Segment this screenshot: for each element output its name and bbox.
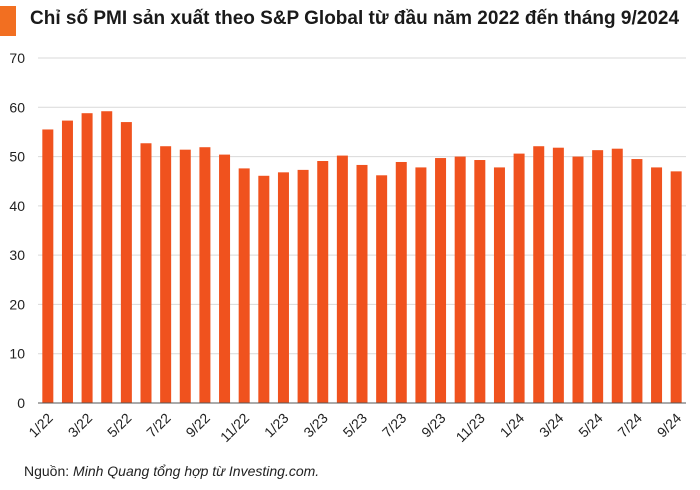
x-tick-label: 7/24 — [614, 410, 645, 441]
bar-3-24 — [552, 147, 564, 403]
bar-2-23 — [297, 169, 309, 403]
x-tick-label: 11/23 — [453, 410, 489, 446]
bar-9-22 — [199, 147, 211, 403]
bar-10-23 — [454, 156, 466, 403]
title-bar: Chỉ số PMI sản xuất theo S&P Global từ đ… — [0, 2, 700, 40]
x-tick-label: 9/23 — [418, 410, 449, 441]
bar-8-23 — [415, 167, 427, 403]
x-tick-label: 11/22 — [217, 410, 253, 446]
x-tick-label: 5/22 — [104, 410, 135, 441]
bar-4-23 — [336, 155, 348, 403]
x-tick-label: 1/23 — [261, 410, 292, 441]
y-tick-label: 30 — [9, 247, 25, 263]
bar-9-24 — [670, 171, 682, 403]
bar-5-23 — [356, 164, 368, 403]
x-tick-label: 1/22 — [25, 410, 56, 441]
y-tick-label: 70 — [9, 50, 25, 66]
y-tick-label: 10 — [9, 346, 25, 362]
y-tick-label: 20 — [9, 296, 25, 312]
x-tick-label: 5/24 — [575, 410, 606, 441]
y-tick-label: 60 — [9, 99, 25, 115]
bar-7-24 — [631, 159, 643, 403]
bar-9-23 — [435, 158, 447, 403]
bar-10-22 — [219, 154, 231, 403]
y-tick-label: 50 — [9, 149, 25, 165]
bar-6-24 — [611, 148, 623, 403]
bar-7-23 — [395, 161, 407, 403]
chart-title: Chỉ số PMI sản xuất theo S&P Global từ đ… — [30, 8, 680, 29]
bar-5-22 — [120, 122, 132, 403]
x-tick-label: 3/23 — [300, 410, 331, 441]
bar-2-24 — [533, 146, 545, 403]
bar-2-22 — [61, 120, 73, 403]
x-tick-label: 3/22 — [65, 410, 96, 441]
bar-6-23 — [376, 175, 388, 403]
bar-4-22 — [101, 111, 113, 403]
bar-12-22 — [258, 175, 270, 403]
bar-6-22 — [140, 143, 152, 403]
bar-3-22 — [81, 113, 93, 403]
y-tick-label: 40 — [9, 198, 25, 214]
bar-4-24 — [572, 156, 584, 403]
bar-11-22 — [238, 168, 250, 403]
source-note: Nguồn: Minh Quang tổng hợp từ Investing.… — [24, 463, 319, 479]
bar-8-24 — [651, 167, 663, 403]
bars — [42, 111, 682, 403]
y-axis: 0 10 20 30 40 50 60 70 — [9, 50, 25, 411]
x-tick-label: 7/22 — [143, 410, 174, 441]
bar-11-23 — [474, 160, 486, 403]
bar-1-23 — [277, 172, 289, 403]
bar-7-22 — [160, 146, 172, 403]
x-tick-label: 7/23 — [379, 410, 410, 441]
y-tick-label: 0 — [17, 395, 25, 411]
bar-5-24 — [592, 150, 604, 403]
x-tick-label: 9/22 — [182, 410, 213, 441]
x-tick-label: 5/23 — [340, 410, 371, 441]
bar-3-23 — [317, 161, 329, 403]
x-tick-label: 3/24 — [536, 410, 567, 441]
x-axis: 1/22 3/22 5/22 7/22 9/22 11/22 1/23 3/23 5/23 7/2… — [25, 410, 684, 446]
bar-12-23 — [493, 167, 505, 403]
bar-1-24 — [513, 153, 525, 403]
bar-1-22 — [42, 129, 54, 403]
bar-8-22 — [179, 149, 191, 403]
x-tick-label: 9/24 — [654, 410, 685, 441]
x-tick-label: 1/24 — [497, 410, 528, 441]
source-text: Minh Quang tổng hợp từ Investing.com. — [73, 463, 320, 479]
title-accent — [0, 6, 16, 36]
source-prefix: Nguồn: — [24, 463, 74, 479]
